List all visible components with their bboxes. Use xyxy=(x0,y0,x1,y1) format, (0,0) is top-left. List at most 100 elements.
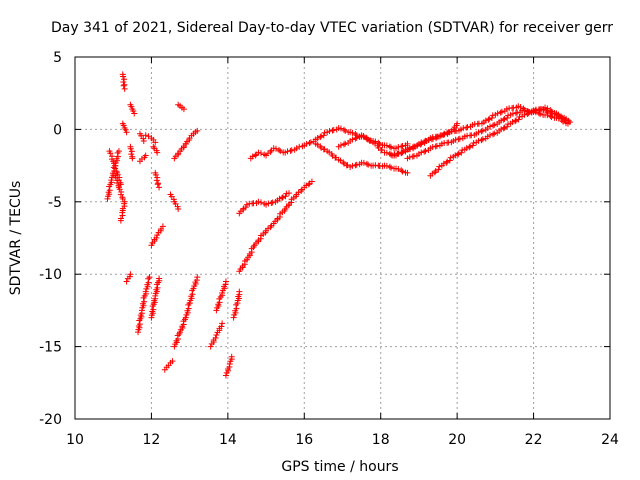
data-point xyxy=(110,160,117,167)
y-tick-label: -10 xyxy=(39,267,62,283)
data-point xyxy=(487,132,494,139)
x-tick-label: 18 xyxy=(372,432,390,448)
data-point xyxy=(349,129,356,136)
data-point xyxy=(440,131,447,138)
data-point xyxy=(219,320,226,327)
data-point xyxy=(218,323,225,330)
data-point xyxy=(466,144,473,151)
data-point xyxy=(479,127,486,134)
data-point xyxy=(190,285,197,292)
x-tick-label: 24 xyxy=(601,432,619,448)
data-point xyxy=(398,143,405,150)
data-point xyxy=(303,182,310,189)
data-point xyxy=(279,194,286,201)
data-point xyxy=(395,166,402,173)
data-point xyxy=(264,150,271,157)
data-point xyxy=(127,271,134,278)
data-point xyxy=(406,154,413,161)
data-point xyxy=(186,300,193,307)
data-point xyxy=(505,121,512,128)
data-point xyxy=(395,150,402,157)
data-point xyxy=(108,177,115,184)
data-point xyxy=(129,155,136,162)
data-point xyxy=(431,169,438,176)
data-point xyxy=(349,136,356,143)
data-point xyxy=(341,160,348,167)
data-point xyxy=(286,190,292,197)
data-point xyxy=(435,166,442,173)
data-point xyxy=(298,187,305,194)
data-point xyxy=(498,126,505,133)
data-point xyxy=(452,152,459,159)
data-point xyxy=(463,124,470,131)
data-point xyxy=(353,161,360,168)
data-point xyxy=(404,169,411,176)
data-point xyxy=(123,129,130,136)
data-point xyxy=(525,110,532,117)
data-point xyxy=(153,177,160,184)
data-point xyxy=(308,178,315,185)
data-point xyxy=(432,143,439,150)
data-point xyxy=(440,160,447,167)
data-point xyxy=(295,189,302,196)
data-point xyxy=(383,149,390,156)
data-point xyxy=(330,127,337,134)
data-point xyxy=(152,171,159,178)
data-point xyxy=(447,154,454,161)
data-point xyxy=(388,164,395,171)
data-point xyxy=(521,111,528,118)
data-point xyxy=(267,224,274,231)
data-point xyxy=(154,149,161,156)
data-point xyxy=(386,143,393,150)
data-point xyxy=(524,111,531,118)
data-point xyxy=(515,116,522,123)
data-point xyxy=(430,135,437,142)
data-point xyxy=(418,149,425,156)
data-point xyxy=(306,140,313,147)
data-point xyxy=(429,170,436,177)
data-point xyxy=(305,181,312,188)
data-point xyxy=(509,119,516,126)
data-point xyxy=(469,142,476,149)
data-point xyxy=(516,113,523,120)
data-point xyxy=(455,136,462,143)
data-point xyxy=(353,134,360,141)
data-point xyxy=(498,108,505,115)
data-point xyxy=(122,126,129,133)
data-point xyxy=(437,132,444,139)
data-point xyxy=(159,223,166,230)
data-point xyxy=(404,140,411,147)
data-point xyxy=(509,110,516,117)
data-point xyxy=(383,142,390,149)
data-point xyxy=(398,167,405,174)
data-point xyxy=(252,152,259,159)
data-point xyxy=(317,134,324,141)
x-tick-labels: 10 12 14 16 18 20 22 24 xyxy=(66,432,619,448)
data-point xyxy=(276,195,283,202)
data-point xyxy=(282,193,289,200)
data-point xyxy=(383,162,390,169)
data-point xyxy=(494,110,501,117)
data-point xyxy=(128,103,135,110)
data-point xyxy=(429,144,436,151)
data-point xyxy=(303,140,310,147)
data-point xyxy=(463,145,470,152)
data-point xyxy=(365,161,372,168)
data-point xyxy=(479,136,486,143)
data-point xyxy=(257,150,264,157)
data-point xyxy=(141,298,148,305)
data-point xyxy=(349,162,356,169)
data-point xyxy=(128,151,135,158)
data-point xyxy=(478,137,485,144)
x-tick-label: 22 xyxy=(525,432,543,448)
data-point xyxy=(514,109,521,116)
data-point xyxy=(475,137,482,144)
data-point xyxy=(428,136,435,143)
data-point xyxy=(154,232,161,239)
data-point xyxy=(564,119,571,126)
data-point xyxy=(194,274,201,281)
x-tick-label: 14 xyxy=(219,432,237,448)
data-point xyxy=(547,113,554,120)
data-point xyxy=(120,73,127,80)
data-point xyxy=(194,127,201,134)
